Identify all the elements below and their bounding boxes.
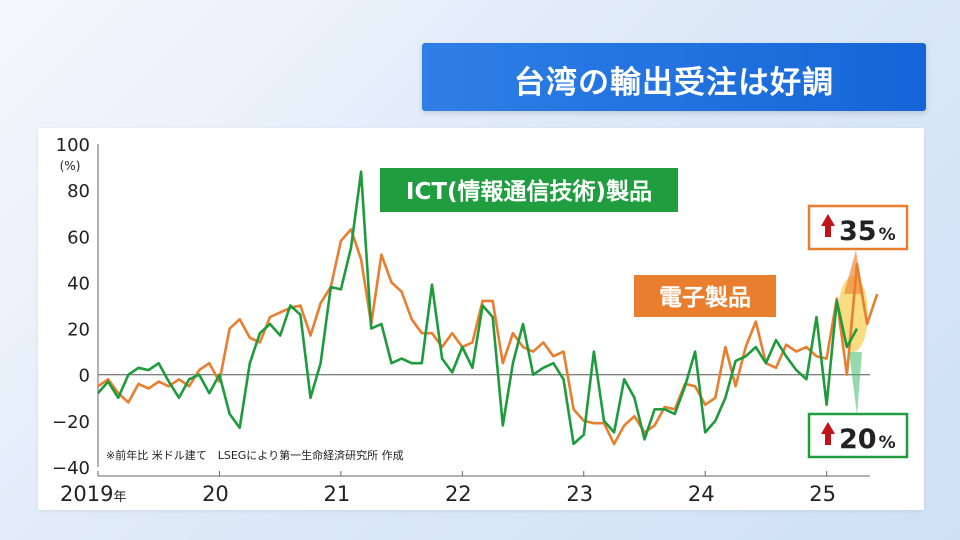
highlight-pointer-up xyxy=(844,250,862,294)
highlight-pointer-down xyxy=(849,352,862,415)
x-tick-year: 25 xyxy=(809,482,836,506)
x-tick-year: 23 xyxy=(566,482,593,506)
x-tick-year: 20 xyxy=(202,482,229,506)
y-tick-label: 60 xyxy=(67,227,90,248)
x-tick-label: 24 xyxy=(688,482,715,506)
electronics-latest-value: 35% xyxy=(839,216,896,247)
chart-title: 台湾の輸出受注は好調 xyxy=(514,65,834,101)
x-tick-label: 20 xyxy=(202,482,229,506)
y-tick-label: 80 xyxy=(67,181,90,202)
source-note: ※前年比 米ドル建て LSEGにより第一生命経済研究所 作成 xyxy=(106,448,404,462)
x-tick-year: 22 xyxy=(445,482,472,506)
x-tick-year: 24 xyxy=(688,482,715,506)
electronics-label-text: 電子製品 xyxy=(659,284,751,311)
x-tick-label: 2019年 xyxy=(60,482,126,506)
x-tick-label: 25 xyxy=(809,482,836,506)
x-tick-year: 21 xyxy=(324,482,351,506)
ict-latest-callout: 20% xyxy=(807,412,909,459)
y-tick-label: 0 xyxy=(79,366,90,387)
y-tick-label: 40 xyxy=(67,273,90,294)
up-arrow-icon xyxy=(821,422,835,445)
ict-latest-value: 20% xyxy=(839,424,896,455)
x-tick-suffix: 年 xyxy=(113,490,126,505)
y-tick-label: −40 xyxy=(52,458,90,479)
electronics-latest-unit: % xyxy=(879,225,896,245)
ict-latest-number: 20 xyxy=(839,424,877,455)
up-arrow-icon xyxy=(821,214,835,237)
x-tick-label: 22 xyxy=(445,482,472,506)
x-tick-label: 21 xyxy=(324,482,351,506)
x-tick-year: 2019 xyxy=(60,482,113,506)
y-tick-label: 20 xyxy=(67,320,90,341)
electronics-latest-number: 35 xyxy=(839,216,877,247)
y-unit-label: (%) xyxy=(60,159,81,173)
y-tick-label: 100 xyxy=(56,135,90,156)
ict-label-text: ICT(情報通信技術)製品 xyxy=(406,178,652,205)
electronics-label-box: 電子製品 xyxy=(634,275,776,317)
y-tick-label: −20 xyxy=(52,412,90,433)
series-line-electronics xyxy=(97,228,879,446)
electronics-latest-callout: 35% xyxy=(807,204,909,251)
ict-latest-unit: % xyxy=(879,433,896,453)
ict-label-box: ICT(情報通信技術)製品 xyxy=(380,168,678,212)
series-line-ict xyxy=(97,170,859,446)
x-tick-label: 23 xyxy=(566,482,593,506)
title-banner: 台湾の輸出受注は好調 xyxy=(422,43,926,111)
